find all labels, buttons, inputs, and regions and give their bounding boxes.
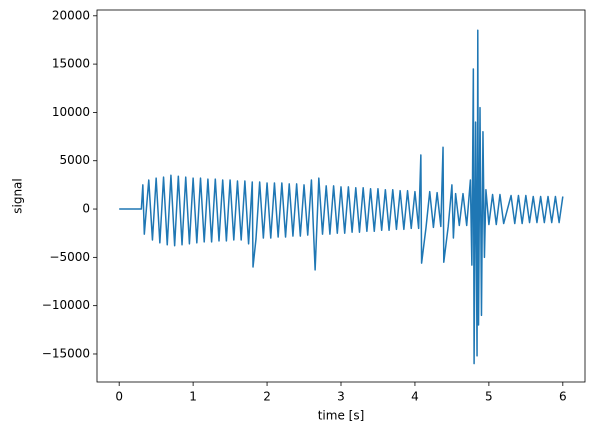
x-tick-label: 6	[559, 390, 567, 404]
x-tick-label: 2	[263, 390, 271, 404]
y-tick-label: 10000	[52, 105, 90, 119]
y-tick-label: 5000	[59, 153, 90, 167]
y-tick-label: 0	[82, 202, 90, 216]
x-axis-label: time [s]	[318, 409, 365, 423]
x-tick-label: 3	[337, 390, 345, 404]
y-tick-label: −15000	[42, 346, 90, 360]
x-tick-label: 0	[115, 390, 123, 404]
x-tick-label: 5	[485, 390, 493, 404]
signal-line	[119, 29, 564, 365]
x-tick-label: 4	[411, 390, 419, 404]
y-tick-label: −5000	[49, 250, 90, 264]
x-tick-label: 1	[189, 390, 197, 404]
y-axis-label: signal	[11, 178, 25, 214]
y-tick-label: 15000	[52, 57, 90, 71]
y-tick-label: −10000	[42, 298, 90, 312]
y-tick-label: 20000	[52, 8, 90, 22]
